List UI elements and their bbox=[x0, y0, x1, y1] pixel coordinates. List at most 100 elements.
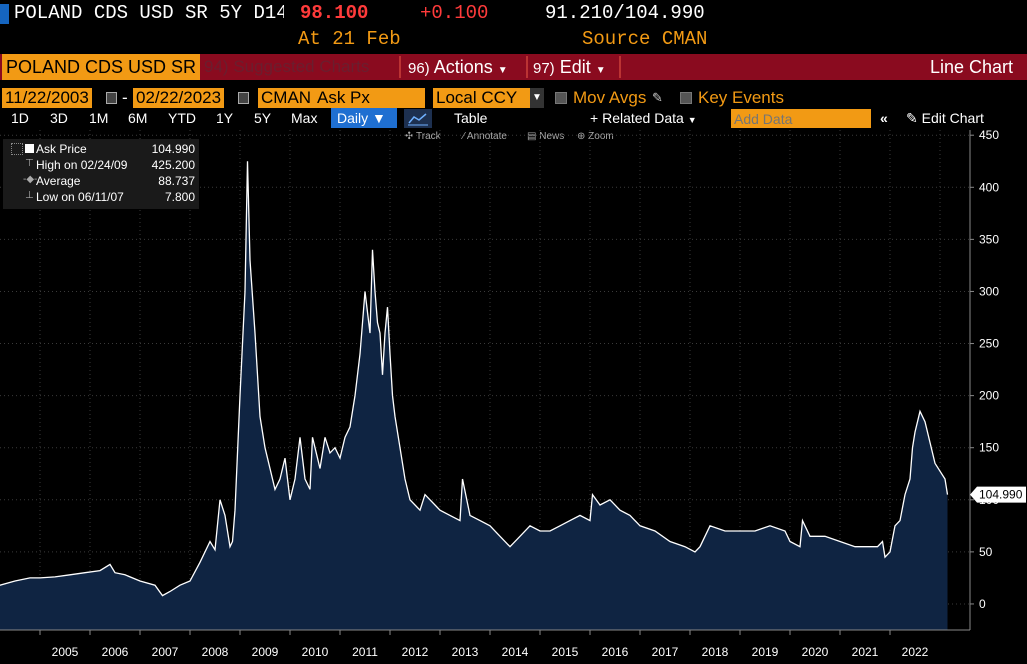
field-selector[interactable]: Ask Px bbox=[314, 88, 425, 108]
y-tick-label: 150 bbox=[979, 441, 999, 455]
divider bbox=[619, 56, 621, 78]
range-6m[interactable]: 6M bbox=[128, 110, 148, 126]
suggested-label: Suggested Charts bbox=[233, 57, 370, 76]
y-tick-label: 400 bbox=[979, 180, 999, 194]
range-1d[interactable]: 1D bbox=[11, 110, 29, 126]
pencil-icon: ✎ bbox=[906, 110, 918, 126]
chevron-down-icon: ▼ bbox=[595, 65, 606, 76]
pencil-icon[interactable]: ✎ bbox=[652, 90, 663, 105]
slash-icon: ⁄ bbox=[463, 131, 465, 142]
price-change: +0.100 bbox=[420, 2, 489, 24]
x-tick-label: 2016 bbox=[602, 645, 629, 659]
security-field[interactable]: POLAND CDS USD SR bbox=[2, 54, 200, 80]
x-tick-label: 2008 bbox=[202, 645, 229, 659]
ticker-label: POLAND CDS USD SR 5Y D14 bbox=[14, 3, 284, 23]
collapse-icon[interactable]: « bbox=[880, 110, 888, 126]
y-tick-label: 350 bbox=[979, 232, 999, 246]
y-tick-label: 250 bbox=[979, 337, 999, 351]
news-tool[interactable]: ▤ News bbox=[527, 131, 564, 142]
chevron-down-icon: ▼ bbox=[687, 115, 697, 125]
x-axis: 2005 2006 2007 2008 2009 2010 2011 2012 2013 2014… bbox=[0, 629, 970, 659]
edit-chart-button[interactable]: ✎ Edit Chart bbox=[906, 108, 984, 128]
chart-legend: Ask Price 104.990 ⊤ High on 02/24/09 425… bbox=[3, 139, 199, 209]
series-swatch bbox=[25, 144, 34, 153]
last-price: 98.100 bbox=[300, 2, 369, 24]
range-5y[interactable]: 5Y bbox=[254, 110, 272, 126]
edit-chart-label: Edit Chart bbox=[921, 110, 984, 126]
mov-avgs-checkbox[interactable] bbox=[555, 92, 567, 104]
end-date-field[interactable]: 02/22/2023 bbox=[133, 88, 225, 108]
edit-label: Edit bbox=[559, 57, 591, 77]
source-field[interactable]: CMAN bbox=[258, 88, 315, 108]
last-value-label: 104.990 bbox=[979, 488, 1023, 502]
range-1m[interactable]: 1M bbox=[89, 110, 109, 126]
x-tick-label: 2010 bbox=[302, 645, 329, 659]
price-chart[interactable]: 050100150200250300350400450 200520062007… bbox=[0, 130, 1027, 664]
ask-price-area bbox=[0, 161, 948, 630]
x-tick-label: 2005 bbox=[52, 645, 79, 659]
zoom-label: Zoom bbox=[588, 131, 614, 142]
track-label: Track bbox=[416, 131, 441, 142]
actions-label: Actions bbox=[433, 57, 493, 77]
ask-price-line bbox=[0, 161, 949, 597]
plus-icon: + bbox=[590, 110, 599, 126]
key-events-checkbox[interactable] bbox=[680, 92, 692, 104]
divider bbox=[399, 56, 401, 78]
calendar-icon[interactable] bbox=[238, 92, 249, 104]
zoom-tool[interactable]: ⊕ Zoom bbox=[577, 131, 614, 142]
timestamp-label: At 21 Feb bbox=[298, 28, 401, 50]
security-header: POLAND CDS USD SR 5Y D14 98.100 +0.100 9… bbox=[0, 0, 1027, 53]
legend-high-label: High on 02/24/09 bbox=[36, 158, 128, 172]
range-ytd[interactable]: YTD bbox=[168, 110, 196, 126]
range-1y[interactable]: 1Y bbox=[216, 110, 234, 126]
actions-menu[interactable]: 96) Actions ▼ bbox=[408, 54, 508, 84]
period-label: Daily bbox=[337, 110, 369, 126]
legend-low-value: 7.800 bbox=[164, 190, 195, 204]
legend-avg-label: Average bbox=[36, 174, 81, 188]
x-tick-label: 2011 bbox=[352, 645, 378, 659]
chevron-down-icon: ▼ bbox=[497, 65, 508, 76]
x-tick-label: 2013 bbox=[452, 645, 479, 659]
suggested-charts-menu[interactable]: 94) Suggested Charts bbox=[204, 54, 369, 80]
legend-avg-value: 88.737 bbox=[158, 174, 195, 188]
chevron-down-icon[interactable]: ▼ bbox=[530, 88, 544, 108]
x-tick-label: 2012 bbox=[402, 645, 429, 659]
annotate-tool[interactable]: ⁄ Annotate bbox=[463, 131, 507, 142]
y-tick-label: 50 bbox=[979, 545, 993, 559]
edit-number: 97) bbox=[533, 60, 555, 77]
x-tick-label: 2015 bbox=[552, 645, 579, 659]
x-tick-label: 2022 bbox=[902, 645, 929, 659]
x-tick-label: 2021 bbox=[852, 645, 879, 659]
average-icon: -◆- bbox=[23, 174, 38, 185]
chevron-down-icon: ▼ bbox=[372, 110, 386, 126]
related-data-menu[interactable]: + Related Data ▼ bbox=[590, 108, 697, 130]
high-icon: ⊤ bbox=[25, 158, 34, 169]
mov-avgs-label[interactable]: Mov Avgs bbox=[573, 88, 647, 107]
x-tick-label: 2017 bbox=[652, 645, 679, 659]
key-events-label[interactable]: Key Events bbox=[698, 88, 784, 107]
table-button[interactable]: Table bbox=[454, 110, 488, 126]
legend-series-name: Ask Price bbox=[36, 142, 87, 156]
range-toolbar bbox=[0, 108, 1027, 129]
y-tick-label: 0 bbox=[979, 597, 986, 611]
range-max[interactable]: Max bbox=[291, 110, 318, 126]
start-date-field[interactable]: 11/22/2003 bbox=[2, 88, 92, 108]
x-tick-label: 2014 bbox=[502, 645, 529, 659]
range-3d[interactable]: 3D bbox=[50, 110, 68, 126]
related-data-label: Related Data bbox=[602, 110, 684, 126]
menu-bar: POLAND CDS USD SR 94) Suggested Charts 9… bbox=[0, 54, 1027, 80]
crosshair-icon: ✣ bbox=[405, 131, 414, 142]
date-separator: - bbox=[122, 88, 128, 107]
news-icon: ▤ bbox=[527, 131, 537, 142]
calendar-icon[interactable] bbox=[106, 92, 117, 104]
legend-tree-icon bbox=[11, 143, 23, 155]
edit-menu[interactable]: 97) Edit ▼ bbox=[533, 54, 606, 84]
source-label: Source CMAN bbox=[582, 28, 708, 50]
period-selector[interactable]: Daily ▼ bbox=[331, 108, 397, 128]
legend-low-label: Low on 06/11/07 bbox=[36, 190, 124, 204]
add-data-input[interactable] bbox=[731, 109, 871, 128]
currency-selector[interactable]: Local CCY bbox=[433, 88, 537, 108]
zoom-icon: ⊕ bbox=[577, 131, 586, 142]
line-chart-icon[interactable] bbox=[404, 109, 432, 128]
track-tool[interactable]: ✣ Track bbox=[405, 131, 441, 142]
